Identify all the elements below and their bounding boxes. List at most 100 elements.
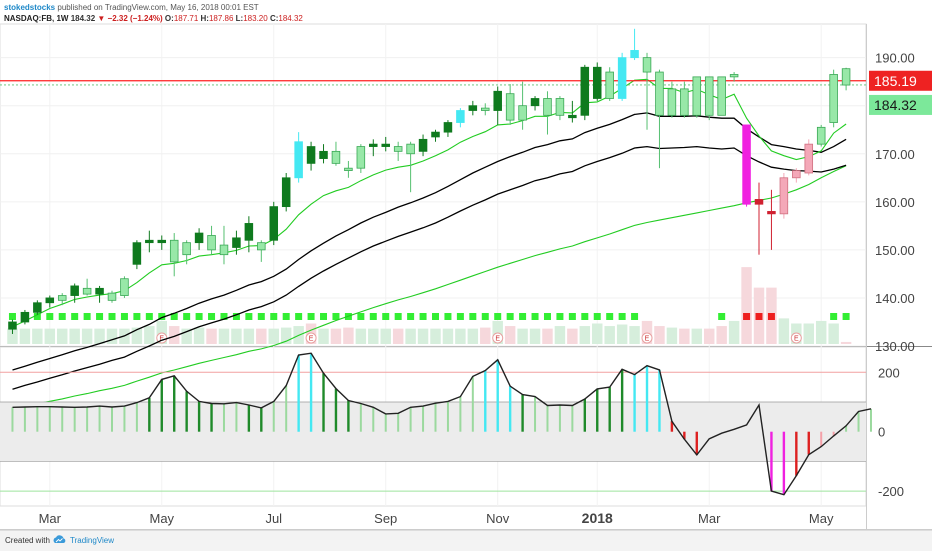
high-label: H: — [200, 14, 209, 23]
volume-bar — [828, 323, 839, 344]
publish-line: stokedstocks published on TradingView.co… — [4, 3, 259, 12]
volume-bar — [728, 320, 740, 344]
candle-body — [132, 242, 142, 265]
squeeze-dot — [170, 313, 178, 320]
ohlc-line: NASDAQ:FB, 1W 184.32 ▼ −2.32 (−1.24%) O:… — [4, 14, 303, 23]
candle-body — [207, 235, 216, 251]
candle-body — [692, 76, 702, 116]
volume-bar — [592, 323, 603, 344]
cci-neutral-band — [0, 401, 866, 462]
volume-bar — [131, 327, 143, 344]
candle-body — [20, 311, 30, 323]
symbol-label: NASDAQ:FB — [4, 14, 52, 23]
squeeze-dot — [245, 313, 253, 320]
volume-bar — [81, 328, 93, 344]
ema-long-line — [12, 165, 847, 410]
time-tick-label: Sep — [374, 511, 397, 526]
volume-bar — [44, 328, 56, 344]
volume-bar — [405, 328, 416, 344]
squeeze-dot — [71, 313, 79, 320]
candle-body — [443, 122, 453, 133]
volume-bar — [57, 328, 68, 344]
earnings-marker-circle — [641, 332, 653, 344]
squeeze-dot — [295, 313, 303, 320]
chart-canvas[interactable]: EEEEE130.00140.00150.00160.00170.00180.0… — [0, 0, 932, 530]
squeeze-dot — [257, 313, 265, 320]
volume-bar — [567, 328, 578, 344]
candle-body — [680, 88, 689, 116]
last-price-tag — [869, 94, 932, 115]
timeframe-label: 1W — [56, 14, 69, 23]
candle-body — [331, 150, 341, 164]
candle-body — [779, 177, 789, 215]
volume-bar — [181, 328, 192, 344]
candle-body — [8, 321, 17, 330]
candle-body — [281, 177, 291, 208]
candle-body — [418, 138, 428, 152]
author-link[interactable]: stokedstocks — [4, 3, 56, 12]
volume-bar — [629, 326, 640, 344]
squeeze-dot — [133, 313, 141, 320]
volume-bar — [7, 328, 18, 344]
volume-bar — [778, 318, 790, 344]
candle-body — [406, 143, 415, 155]
volume-bar — [840, 341, 852, 344]
open-value: 187.71 — [173, 14, 199, 23]
volume-bar — [380, 328, 391, 344]
candle-body — [82, 287, 92, 295]
candle-body — [704, 76, 714, 116]
volume-bar — [741, 267, 752, 344]
candle-body — [580, 66, 590, 116]
candle-body — [356, 146, 366, 169]
squeeze-dot — [320, 313, 328, 320]
price-tick-label: 190.00 — [875, 51, 915, 66]
squeeze-dot — [270, 313, 278, 320]
squeeze-dot — [606, 313, 614, 320]
candle-body — [717, 76, 726, 116]
volume-bar — [529, 328, 541, 344]
candle-body — [742, 124, 751, 205]
candle-body — [543, 98, 552, 116]
candle-body — [45, 297, 55, 304]
candle-body — [829, 74, 838, 123]
volume-bar — [243, 328, 255, 344]
volume-bar — [517, 328, 528, 344]
candle-body — [530, 98, 540, 107]
volume-bar — [704, 328, 715, 344]
time-tick-label: May — [809, 511, 834, 526]
candle-body — [592, 66, 602, 99]
squeeze-dot — [581, 313, 589, 320]
earnings-marker-circle — [305, 332, 317, 344]
volume-bar — [430, 328, 441, 344]
squeeze-dot — [718, 313, 726, 320]
earnings-marker-circle — [790, 332, 802, 344]
tradingview-brand[interactable]: TradingView — [70, 536, 115, 545]
candle-body — [344, 167, 353, 171]
price-tick-label: 160.00 — [875, 195, 915, 210]
candle-body — [605, 71, 614, 99]
squeeze-dot — [46, 313, 54, 320]
time-tick-label: May — [149, 511, 174, 526]
earnings-marker-circle — [492, 332, 504, 344]
squeeze-dot — [743, 313, 751, 320]
published-text: published on TradingView.com, May 16, 20… — [57, 3, 259, 12]
candle-body — [145, 239, 154, 244]
volume-bar — [156, 320, 167, 344]
squeeze-dot — [96, 313, 104, 320]
last-price: 184.32 — [70, 14, 96, 23]
squeeze-dot — [531, 313, 539, 320]
candle-body — [841, 68, 851, 86]
squeeze-dot — [767, 313, 775, 320]
volume-bar — [579, 326, 591, 344]
volume-bar — [504, 326, 516, 344]
candle-body — [431, 131, 440, 138]
cci-line — [12, 352, 872, 496]
volume-bar — [604, 326, 615, 344]
volume-bar — [417, 328, 429, 344]
candle-body — [555, 98, 565, 116]
candle-body — [767, 211, 776, 215]
candle-body — [95, 287, 104, 295]
squeeze-dot — [282, 313, 290, 320]
candle-body — [617, 57, 627, 99]
last-price-label: 184.32 — [874, 97, 917, 113]
